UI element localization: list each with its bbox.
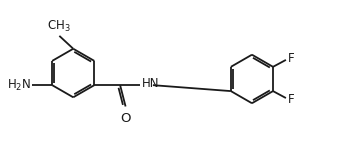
Text: F: F	[288, 93, 295, 106]
Text: CH$_3$: CH$_3$	[46, 19, 70, 34]
Text: HN: HN	[142, 77, 159, 90]
Text: O: O	[120, 112, 131, 125]
Text: F: F	[288, 52, 295, 65]
Text: H$_2$N: H$_2$N	[7, 78, 31, 93]
